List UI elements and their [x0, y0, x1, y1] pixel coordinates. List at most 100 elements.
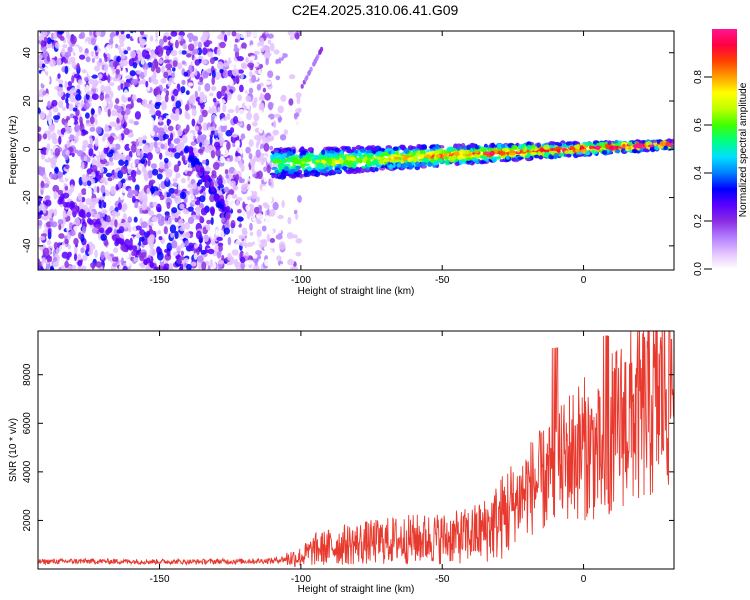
spectrogram-cell [227, 236, 232, 246]
spectrogram-cell [496, 156, 501, 160]
spectrogram-cell [155, 203, 162, 213]
spectrogram-cell [245, 218, 250, 227]
spectrogram-cell [273, 193, 278, 201]
spectrogram-cell [240, 48, 247, 56]
x-tick-label: -150 [150, 574, 170, 585]
spectrogram-cell [67, 265, 74, 270]
spectrogram-cell [77, 142, 82, 150]
spectrogram-cell [114, 219, 118, 228]
spectrogram-cell [177, 160, 181, 167]
spectrogram-cell [165, 63, 173, 69]
spectrogram-cell [184, 231, 191, 239]
spectrogram-cell [38, 54, 43, 60]
spectrogram-cell [62, 106, 66, 111]
spectrogram-cell [352, 149, 359, 153]
spectrogram-cell [147, 159, 151, 167]
spectrogram-cell [331, 162, 336, 167]
spectrogram-cell [48, 109, 52, 118]
y-tick-label: -20 [22, 190, 33, 205]
spectrogram-cell [665, 141, 670, 147]
spectrogram-cell [278, 241, 286, 250]
spectrogram-cell [114, 153, 118, 161]
spectrogram-cell [260, 152, 265, 158]
spectrogram-cell [214, 71, 221, 80]
spectrogram-cell [115, 72, 119, 80]
spectrogram-cell [86, 180, 92, 187]
spectrogram-cell [525, 157, 532, 161]
spectrogram-cell [307, 167, 313, 172]
spectrogram-cell [91, 164, 98, 172]
spectrogram-cell [181, 223, 186, 229]
spectrogram-cell [429, 151, 434, 156]
spectrogram-cell [266, 135, 274, 142]
spectrogram-cell [555, 146, 563, 150]
spectrogram-cell [63, 59, 68, 64]
spectrogram-cell [107, 227, 113, 234]
spectrogram-cell [308, 69, 312, 75]
spectrogram-cell [365, 159, 372, 165]
spectrogram-cell [352, 163, 356, 169]
spectrogram-cell [264, 52, 268, 59]
spectrogram-cell [121, 178, 126, 184]
spectrogram-cell [235, 173, 240, 181]
spectrogram-cell [216, 201, 222, 208]
spectrogram-cell [219, 41, 226, 49]
spectrogram-cell [160, 215, 165, 223]
spectrogram-cell [308, 147, 313, 152]
spectrogram-cell [277, 105, 284, 114]
spectrogram-cell [158, 59, 163, 64]
spectrogram-cell [216, 61, 224, 70]
spectrogram-cell [153, 40, 160, 47]
spectrogram-cell [93, 213, 101, 219]
spectrogram-cell [168, 187, 176, 194]
spectrogram-cell [249, 231, 254, 236]
spectrogram-cell [158, 116, 163, 123]
spectrogram-cell [243, 32, 248, 41]
spectrogram-cell [197, 131, 202, 136]
spectrogram-cell [180, 34, 184, 42]
spectrogram-cell [249, 222, 253, 231]
spectrogram-cell [165, 150, 170, 157]
spectrogram-cell [279, 263, 284, 269]
spectrogram-cell [190, 72, 195, 78]
y-tick-label: 2000 [22, 509, 33, 532]
spectrogram-cell [269, 42, 275, 52]
spectrogram-cell [412, 157, 417, 163]
spectrogram-cell [420, 150, 425, 155]
spectrogram-cell [157, 230, 162, 235]
spectrogram-cell [97, 107, 102, 116]
spectrogram-cell [609, 145, 614, 150]
spectrogram-cell [180, 86, 186, 94]
spectrogram-cell [215, 145, 221, 151]
spectrogram-cell [229, 127, 235, 134]
spectrogram-cell [121, 203, 127, 213]
spectrogram-cell [216, 250, 222, 259]
spectrogram-cell [99, 195, 106, 201]
spectrogram-cell [256, 213, 263, 219]
spectrogram-cell [229, 180, 236, 187]
spectrogram-cell [469, 142, 476, 148]
spectrogram-cell [215, 149, 221, 157]
spectrogram-cell [142, 98, 148, 108]
spectrogram-cell [295, 213, 299, 220]
spectrogram-cell [483, 143, 488, 149]
spectrogram-cell [200, 207, 208, 216]
colorbar-tick-label: 0.6 [693, 118, 704, 132]
spectrogram-cell [117, 189, 123, 195]
spectrogram-cell [217, 230, 225, 238]
spectrogram-cell [81, 161, 85, 170]
spectrogram-cell [420, 165, 427, 169]
spectrogram-cell [91, 227, 98, 234]
spectrogram-cell [138, 236, 145, 242]
spectrogram-cell [275, 75, 281, 81]
spectrogram-cell [222, 69, 229, 79]
spectrogram-cell [227, 171, 232, 181]
spectrogram-cell [84, 48, 89, 54]
spectrogram-cell [320, 46, 324, 52]
spectrogram-cell [286, 119, 293, 124]
spectrogram-cell [288, 74, 296, 80]
spectrogram-cell [186, 32, 194, 40]
spectrogram-cell [299, 173, 304, 179]
spectrogram-cell [95, 31, 102, 37]
snr-panel: -150 -100 -50 0 2000 4000 6000 8000 Height of … [8, 330, 675, 595]
